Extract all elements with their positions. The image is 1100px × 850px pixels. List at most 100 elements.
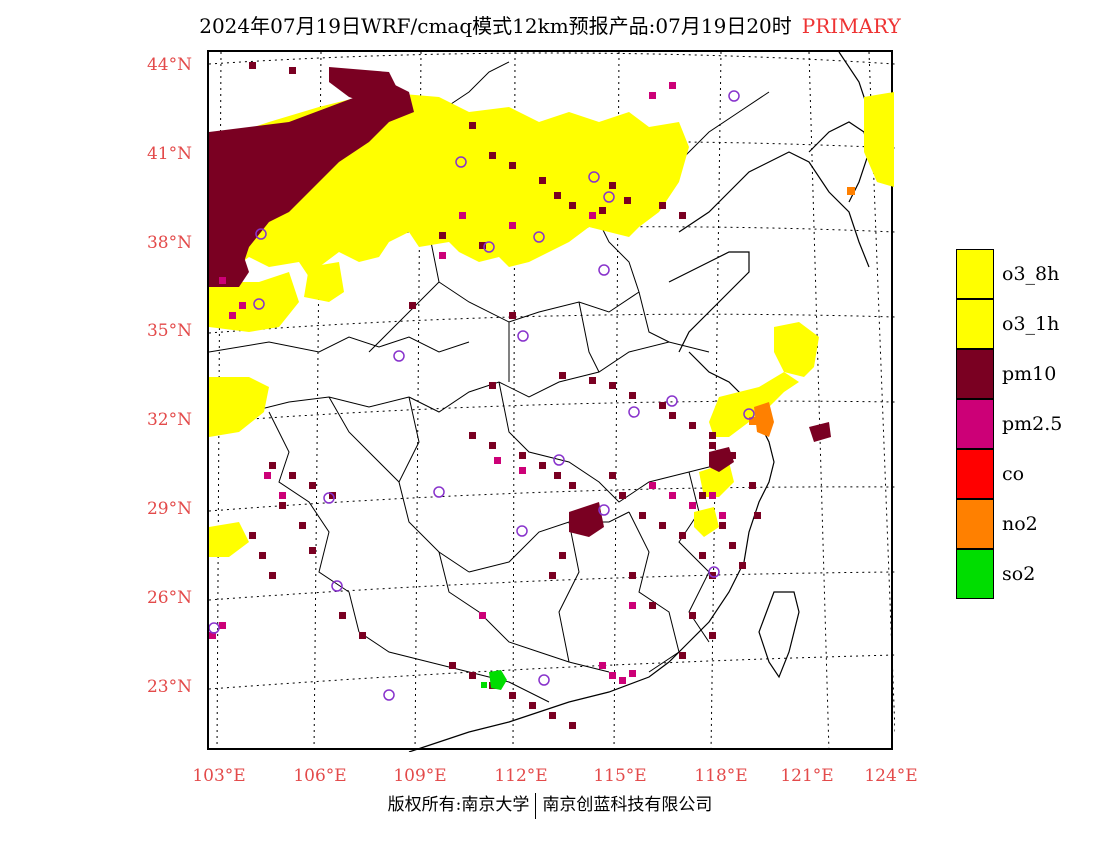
pm10-region xyxy=(329,67,399,107)
pm10-cell xyxy=(489,382,496,389)
legend-item-pm2-5: pm2.5 xyxy=(956,399,1086,449)
graticule-lon-121 xyxy=(808,52,830,752)
boundary-line xyxy=(328,396,400,483)
pm10-cell xyxy=(589,377,596,384)
primary-tag: PRIMARY xyxy=(801,14,901,38)
pm10-cell xyxy=(619,492,626,499)
taiwan-island xyxy=(758,591,800,679)
graticule-lat-29 xyxy=(209,486,895,512)
pm10-cell xyxy=(709,572,716,579)
pm10-cell xyxy=(509,312,516,319)
pm25-cell xyxy=(669,492,676,499)
pm25-cell xyxy=(209,632,216,639)
pm10-cell xyxy=(289,472,296,479)
pm10-cell xyxy=(569,482,576,489)
legend-label: pm10 xyxy=(1002,363,1057,385)
boundary-line xyxy=(408,341,710,413)
pm25-cell xyxy=(439,252,446,259)
station-marker xyxy=(628,406,640,418)
pm10-cell xyxy=(554,472,561,479)
graticule-lon-109 xyxy=(414,52,422,752)
pm10-cell xyxy=(719,522,726,529)
so2-cell xyxy=(481,682,487,688)
boundary-line xyxy=(638,291,670,343)
coastline-shandong xyxy=(668,251,750,353)
graticule-lon-103 xyxy=(216,52,222,752)
pm10-cell xyxy=(299,522,306,529)
o3-region xyxy=(304,262,344,302)
lat-label-23: 23°N xyxy=(146,677,192,697)
lon-label-106: 106°E xyxy=(293,766,347,786)
pm10-cell xyxy=(309,482,316,489)
copyright-left: 版权所有:南京大学 xyxy=(387,795,530,815)
pm10-cell xyxy=(549,572,556,579)
pm10-cell xyxy=(509,162,516,169)
pm25-cell xyxy=(239,302,246,309)
o3-region xyxy=(864,92,894,187)
pm10-cell xyxy=(539,462,546,469)
pm25-cell xyxy=(649,482,656,489)
pm10-layer xyxy=(209,62,831,729)
pm10-cell xyxy=(259,552,266,559)
legend-label: co xyxy=(1002,463,1025,485)
station-marker xyxy=(483,241,495,253)
pm10-cell xyxy=(609,472,616,479)
station-marker xyxy=(553,454,565,466)
no2-region xyxy=(754,402,774,437)
boundary-line xyxy=(438,551,610,673)
pm10-cell xyxy=(669,412,676,419)
boundary-line xyxy=(438,61,510,113)
pm10-cell xyxy=(629,392,636,399)
lon-label-112: 112°E xyxy=(494,766,548,786)
pm10-cell xyxy=(729,452,736,459)
so2-layer xyxy=(481,670,507,690)
station-marker xyxy=(517,330,529,342)
pm10-cell xyxy=(509,692,516,699)
title-text: 2024年07月19日WRF/cmaq模式12km预报产品:07月19日20时 xyxy=(199,14,792,38)
pm10-cell xyxy=(629,572,636,579)
map-panel[interactable] xyxy=(207,50,895,752)
boundary-line xyxy=(268,411,360,633)
pm10-cell xyxy=(649,602,656,609)
legend-item-co: co xyxy=(956,449,1086,499)
pm25-cell xyxy=(619,677,626,684)
pm25-cell xyxy=(229,312,236,319)
pm25-cell xyxy=(669,82,676,89)
o3-region xyxy=(694,507,719,537)
coastline-north xyxy=(678,151,870,268)
footer-separator xyxy=(535,792,537,819)
pm10-region xyxy=(569,502,604,537)
pm10-cell xyxy=(469,672,476,679)
legend-item-o3-8h: o3_8h xyxy=(956,249,1086,299)
legend-label: o3_1h xyxy=(1002,313,1060,335)
o3-region xyxy=(209,522,249,557)
pm10-region xyxy=(209,82,414,282)
station-marker xyxy=(383,689,395,701)
copyright-right: 南京创蓝科技有限公司 xyxy=(542,795,713,815)
boundary-line xyxy=(398,396,470,573)
legend-swatch xyxy=(956,299,994,349)
chart-title: 2024年07月19日WRF/cmaq模式12km预报产品:07月19日20时 P… xyxy=(0,10,1100,39)
pm10-cell xyxy=(469,432,476,439)
pm10-region xyxy=(209,242,249,287)
pm10-cell xyxy=(679,532,686,539)
pm10-cell xyxy=(689,422,696,429)
pm10-cell xyxy=(739,562,746,569)
graticule-lat-32 xyxy=(209,400,895,423)
graticule-lat-23 xyxy=(209,654,895,690)
pm10-cell xyxy=(599,207,606,214)
lon-label-103: 103°E xyxy=(192,766,246,786)
station-marker xyxy=(538,674,550,686)
pm10-cell xyxy=(729,542,736,549)
graticule-lon-112 xyxy=(512,52,516,752)
pm10-cell xyxy=(289,67,296,74)
pm10-cell xyxy=(279,502,286,509)
lon-label-121: 121°E xyxy=(780,766,834,786)
pm10-cell xyxy=(559,372,566,379)
lat-label-26: 26°N xyxy=(146,588,192,608)
pm25-cell xyxy=(649,92,656,99)
legend-label: no2 xyxy=(1002,513,1038,535)
pm10-cell xyxy=(269,572,276,579)
pm25-cell xyxy=(709,492,716,499)
boundary-line xyxy=(209,336,470,353)
